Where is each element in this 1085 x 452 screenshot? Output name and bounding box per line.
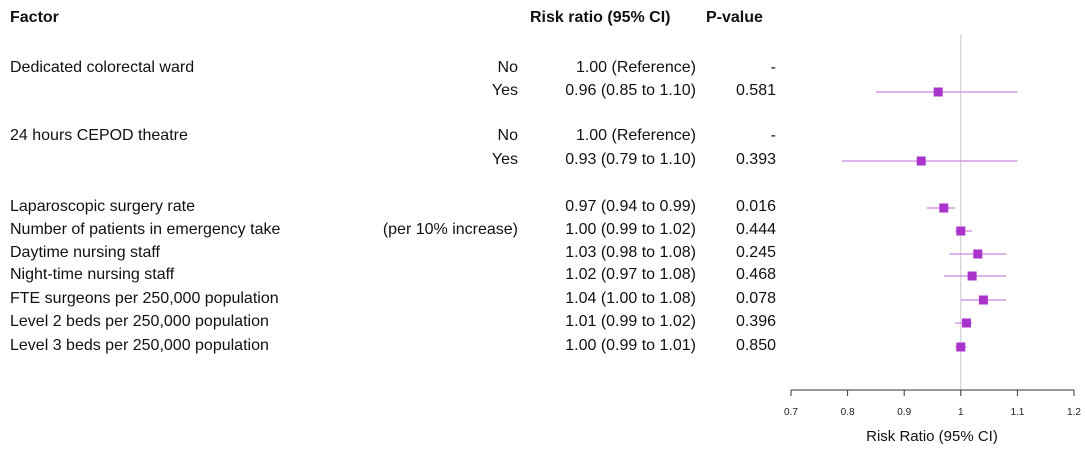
x-tick-label: 1.2 bbox=[1067, 407, 1081, 418]
level-label: No bbox=[497, 127, 518, 144]
point-estimate bbox=[956, 342, 966, 352]
p-value-text: 0.850 bbox=[735, 337, 776, 354]
factor-label: Level 2 beds per 250,000 population bbox=[10, 313, 269, 330]
level-label: (per 10% increase) bbox=[382, 221, 518, 238]
factor-label: Laparoscopic surgery rate bbox=[10, 198, 195, 215]
p-value-text: 0.016 bbox=[735, 198, 776, 215]
p-value-text: 0.444 bbox=[735, 221, 776, 238]
x-tick-label: 0.7 bbox=[784, 407, 798, 418]
factor-label: Daytime nursing staff bbox=[10, 244, 160, 261]
point-estimate bbox=[973, 249, 983, 259]
x-axis-title: Risk Ratio (95% CI) bbox=[866, 428, 998, 445]
risk-ratio-text: 1.00 (Reference) bbox=[575, 127, 696, 144]
risk-ratio-text: 0.97 (0.94 to 0.99) bbox=[565, 198, 696, 215]
risk-ratio-text: 1.01 (0.99 to 1.02) bbox=[565, 313, 696, 330]
risk-ratio-text: 0.93 (0.79 to 1.10) bbox=[565, 151, 696, 168]
risk-ratio-text: 1.00 (0.99 to 1.01) bbox=[565, 337, 696, 354]
p-value-header: P-value bbox=[706, 9, 763, 26]
point-estimate bbox=[967, 271, 977, 281]
risk-ratio-header: Risk ratio (95% CI) bbox=[530, 9, 671, 26]
risk-ratio-text: 1.03 (0.98 to 1.08) bbox=[565, 244, 696, 261]
x-tick-label: 1.1 bbox=[1010, 407, 1024, 418]
factor-label: Dedicated colorectal ward bbox=[10, 59, 195, 76]
p-value-text: 0.393 bbox=[735, 151, 776, 168]
factor-label: FTE surgeons per 250,000 population bbox=[10, 290, 279, 307]
level-label: Yes bbox=[491, 82, 518, 99]
point-estimate bbox=[961, 318, 971, 328]
level-label: Yes bbox=[491, 151, 518, 168]
risk-ratio-text: 1.00 (Reference) bbox=[575, 59, 696, 76]
p-value-text: 0.468 bbox=[735, 266, 776, 283]
x-tick-label: 1 bbox=[958, 407, 964, 418]
level-label: No bbox=[497, 59, 518, 76]
p-value-text: 0.396 bbox=[735, 313, 776, 330]
point-estimate bbox=[978, 295, 988, 305]
factor-header: Factor bbox=[10, 9, 59, 26]
risk-ratio-text: 1.00 (0.99 to 1.02) bbox=[565, 221, 696, 238]
factor-label: Night-time nursing staff bbox=[10, 266, 175, 283]
p-value-text: 0.078 bbox=[735, 290, 776, 307]
p-value-text: - bbox=[770, 127, 776, 144]
risk-ratio-text: 0.96 (0.85 to 1.10) bbox=[565, 82, 696, 99]
p-value-text: - bbox=[770, 59, 776, 76]
x-tick-label: 0.8 bbox=[841, 407, 855, 418]
factor-label: Level 3 beds per 250,000 population bbox=[10, 337, 269, 354]
point-estimate bbox=[939, 203, 949, 213]
factor-label: Number of patients in emergency take bbox=[10, 221, 281, 238]
x-tick-label: 0.9 bbox=[897, 407, 911, 418]
point-estimate bbox=[956, 226, 966, 236]
p-value-text: 0.245 bbox=[735, 244, 776, 261]
point-estimate bbox=[933, 87, 943, 97]
risk-ratio-text: 1.02 (0.97 to 1.08) bbox=[565, 266, 696, 283]
factor-label: 24 hours CEPOD theatre bbox=[10, 127, 188, 144]
p-value-text: 0.581 bbox=[735, 82, 776, 99]
point-estimate bbox=[916, 156, 926, 166]
risk-ratio-text: 1.04 (1.00 to 1.08) bbox=[565, 290, 696, 307]
